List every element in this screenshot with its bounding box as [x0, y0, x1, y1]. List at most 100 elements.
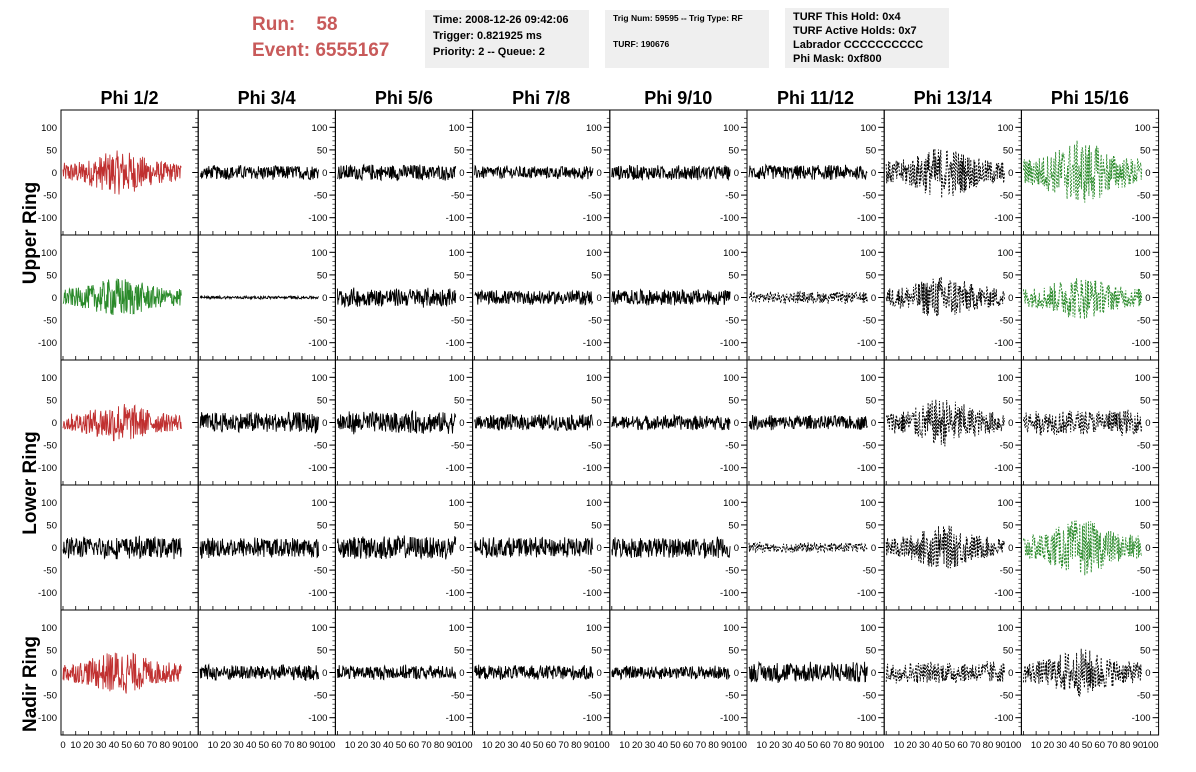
waveform-line: [336, 535, 457, 561]
y-tick-label: 100: [998, 373, 1014, 384]
y-tick-label: -100: [583, 463, 602, 474]
y-tick-label: 50: [1140, 145, 1151, 156]
x-tick-label: 90: [1133, 740, 1144, 751]
x-tick-label: 70: [970, 740, 981, 751]
waveform-line: [199, 411, 319, 434]
y-tick-label: -100: [38, 213, 57, 224]
y-tick-label: 0: [52, 293, 57, 304]
y-tick-label: 100: [860, 123, 876, 134]
y-tick-label: -100: [446, 713, 465, 724]
waveform-line: [1022, 409, 1143, 437]
y-tick-label: -100: [446, 463, 465, 474]
y-tick-label: 50: [1140, 520, 1151, 531]
y-tick-label: 0: [734, 168, 739, 179]
y-tick-label: 100: [1135, 123, 1151, 134]
y-tick-label: -50: [451, 441, 465, 452]
x-tick-label: 20: [495, 740, 506, 751]
y-tick-label: 0: [1008, 293, 1013, 304]
y-tick-label: -50: [862, 441, 876, 452]
y-tick-label: 0: [597, 543, 602, 554]
x-tick-label: 40: [795, 740, 806, 751]
y-tick-label: -100: [720, 463, 739, 474]
y-tick-label: -100: [308, 463, 327, 474]
waveform-line: [474, 413, 594, 431]
y-tick-label: 50: [317, 270, 328, 281]
y-tick-label: 50: [1140, 645, 1151, 656]
x-tick-label: 50: [807, 740, 818, 751]
waveform-line: [336, 287, 457, 308]
waveform-line: [885, 525, 1005, 569]
y-tick-label: -100: [994, 713, 1013, 724]
x-tick-label: 70: [147, 740, 158, 751]
y-tick-label: 0: [1145, 668, 1150, 679]
waveform-line: [749, 290, 868, 305]
y-tick-label: 0: [459, 543, 464, 554]
column-title: Phi 1/2: [100, 88, 159, 108]
y-tick-label: 100: [1135, 373, 1151, 384]
y-tick-label: 0: [1145, 293, 1150, 304]
waveform-line: [748, 163, 868, 181]
x-tick-label: 90: [309, 740, 320, 751]
y-tick-label: 100: [723, 123, 739, 134]
y-tick-label: 100: [998, 248, 1014, 259]
y-tick-label: -50: [314, 566, 328, 577]
y-tick-label: -100: [308, 588, 327, 599]
waveform-line: [611, 665, 731, 681]
waveform-line: [885, 399, 1005, 447]
y-tick-label: 50: [1003, 270, 1014, 281]
waveform-line: [199, 663, 319, 682]
y-tick-label: 0: [322, 543, 327, 554]
y-tick-label: -50: [1000, 316, 1014, 327]
y-tick-label: -50: [588, 566, 602, 577]
waveform-line: [62, 150, 182, 195]
x-tick-label: 80: [297, 740, 308, 751]
x-tick-label: 10: [208, 740, 219, 751]
y-tick-label: 100: [449, 123, 465, 134]
y-tick-label: 50: [1140, 270, 1151, 281]
waveform-line: [474, 164, 594, 181]
y-tick-label: -100: [583, 338, 602, 349]
run-value: 58: [316, 14, 338, 35]
y-tick-label: 50: [1003, 395, 1014, 406]
x-tick-label: 60: [820, 740, 831, 751]
y-tick-label: 50: [728, 145, 739, 156]
x-tick-label: 70: [1107, 740, 1118, 751]
y-tick-label: -50: [1000, 191, 1014, 202]
x-tick-label: 10: [70, 740, 81, 751]
y-tick-label: -100: [583, 213, 602, 224]
y-tick-label: 50: [46, 520, 57, 531]
y-tick-label: -50: [725, 566, 739, 577]
y-tick-label: 50: [1003, 145, 1014, 156]
y-tick-label: -50: [43, 691, 57, 702]
y-tick-label: -100: [583, 588, 602, 599]
y-tick-label: -50: [588, 441, 602, 452]
y-tick-label: -50: [588, 316, 602, 327]
x-tick-label: 80: [434, 740, 445, 751]
y-tick-label: 0: [597, 168, 602, 179]
x-tick-label: 80: [708, 740, 719, 751]
y-tick-label: 50: [317, 645, 328, 656]
y-tick-label: 100: [1135, 248, 1151, 259]
trigger-info-box: Trig Num: 59595 -- Trig Type: RF TURF: 1…: [605, 10, 769, 68]
y-tick-label: 100: [312, 123, 328, 134]
y-tick-label: 0: [1145, 543, 1150, 554]
y-tick-label: -50: [725, 441, 739, 452]
y-tick-label: -100: [994, 338, 1013, 349]
x-tick-label: 10: [756, 740, 767, 751]
y-tick-label: -50: [1137, 691, 1151, 702]
run-row: Run: 58: [252, 12, 389, 38]
turf-info-box: TURF This Hold: 0x4 TURF Active Holds: 0…: [785, 8, 949, 68]
x-tick-label: 100: [457, 740, 473, 751]
x-tick-label: 30: [507, 740, 518, 751]
y-tick-label: 0: [597, 668, 602, 679]
x-tick-label: 50: [121, 740, 132, 751]
y-tick-label: 0: [871, 543, 876, 554]
y-tick-label: 0: [52, 543, 57, 554]
waveform-line: [474, 536, 594, 558]
y-tick-label: 50: [591, 145, 602, 156]
x-tick-label: 60: [957, 740, 968, 751]
y-tick-label: -50: [1137, 316, 1151, 327]
y-tick-label: -100: [38, 338, 57, 349]
y-tick-label: 0: [322, 418, 327, 429]
